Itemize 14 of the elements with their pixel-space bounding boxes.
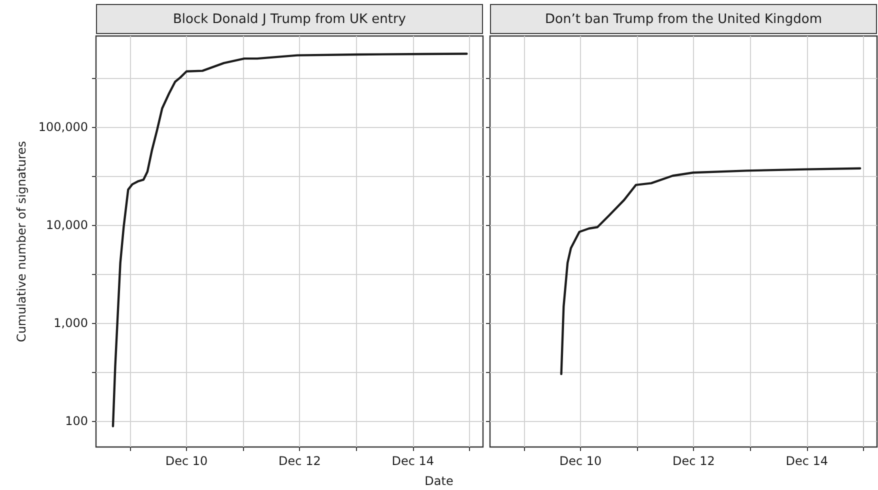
y-tick-label: 100,000 bbox=[38, 120, 88, 134]
x-tick-label: Dec 12 bbox=[672, 454, 715, 468]
x-tick-label: Dec 14 bbox=[786, 454, 828, 468]
y-axis-title: Cumulative number of signatures bbox=[14, 140, 28, 342]
x-tick-label: Dec 10 bbox=[559, 454, 602, 468]
x-tick-label: Dec 14 bbox=[392, 454, 434, 468]
chart-title: Block Donald J Trump from UK entry bbox=[96, 4, 483, 34]
x-tick-label: Dec 12 bbox=[278, 454, 321, 468]
x-axis-title: Date bbox=[424, 474, 454, 488]
y-tick-label: 100 bbox=[65, 414, 88, 428]
y-tick-label: 10,000 bbox=[46, 218, 88, 232]
chart-title: Don’t ban Trump from the United Kingdom bbox=[490, 4, 877, 34]
y-tick-label: 1,000 bbox=[54, 316, 88, 330]
x-tick-label: Dec 10 bbox=[165, 454, 208, 468]
